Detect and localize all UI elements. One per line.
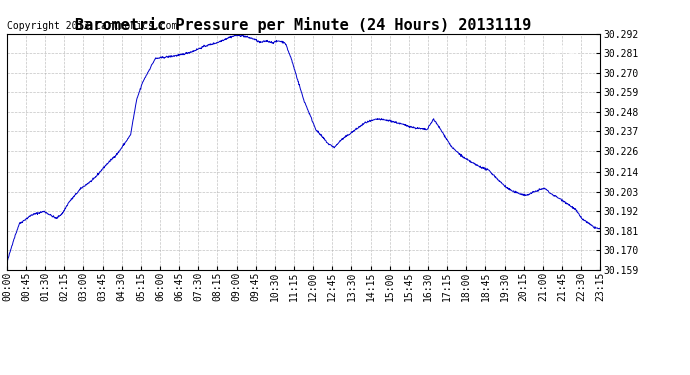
- Title: Barometric Pressure per Minute (24 Hours) 20131119: Barometric Pressure per Minute (24 Hours…: [75, 16, 532, 33]
- Text: Copyright 2013 Cartronics.com: Copyright 2013 Cartronics.com: [7, 21, 177, 32]
